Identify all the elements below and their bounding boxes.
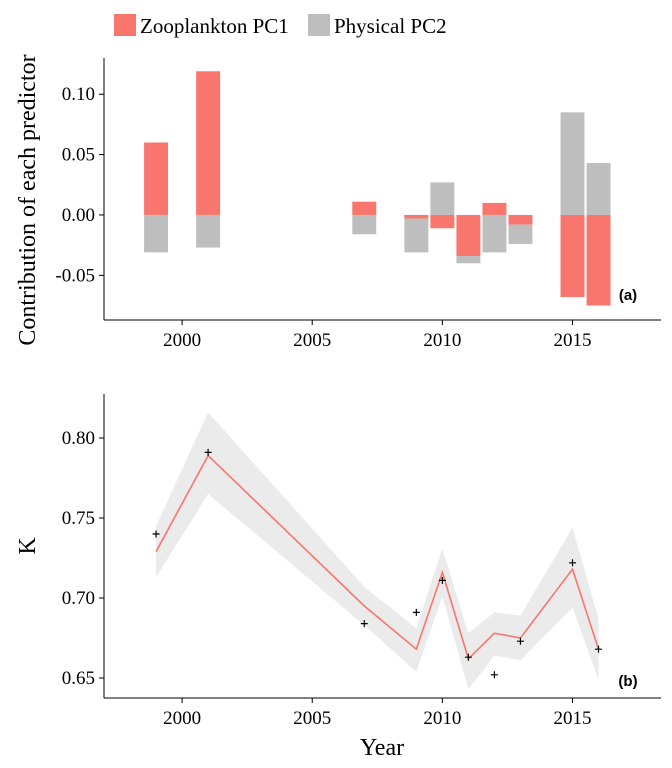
bar-physical-2007	[352, 214, 377, 235]
bar-zooplankton-2010	[430, 214, 455, 229]
panel-b-x-ticks: 2000 2005 2010 2015	[163, 698, 592, 729]
panel-a-label: (a)	[619, 287, 637, 304]
panel-a-y-axis-title: Contribution of each predictor	[15, 54, 41, 345]
panel-b-y-tick-label: 0.80	[62, 428, 95, 449]
legend-swatch-physical	[308, 14, 330, 36]
bar-zooplankton-2009	[404, 214, 429, 219]
observed-point-2016	[595, 645, 603, 653]
panel-b-y-tick-label: 0.75	[62, 508, 95, 529]
panel-a-x-tick-label: 2010	[423, 330, 461, 351]
panel-b-x-tick-label: 2015	[554, 708, 592, 729]
panel-a-x-tick-label: 2000	[163, 330, 201, 351]
panel-b-x-tick-label: 2005	[293, 708, 331, 729]
bar-physical-1999	[144, 214, 169, 253]
bar-zooplankton-2015	[560, 214, 585, 298]
bar-physical-2016	[586, 163, 611, 215]
bar-physical-2013	[508, 224, 533, 244]
bar-zooplankton-2013	[508, 214, 533, 225]
panel-b-k-series: 0.65 0.70 0.75 0.80 2000 2005 2010 2015 K Year…	[15, 394, 661, 761]
bar-physical-2015	[560, 112, 585, 215]
bar-physical-2009	[404, 218, 429, 253]
panel-a-y-tick-label: -0.05	[55, 265, 95, 286]
observed-point-2015	[569, 559, 577, 567]
legend: Zooplankton PC1 Physical PC2	[114, 14, 447, 38]
bar-zooplankton-1999	[144, 142, 169, 215]
bar-zooplankton-2001	[196, 71, 221, 215]
panel-b-y-tick-label: 0.65	[62, 668, 95, 689]
observed-point-2001	[204, 448, 212, 456]
panel-b-y-tick-label: 0.70	[62, 588, 95, 609]
panel-b-y-ticks: 0.65 0.70 0.75 0.80	[62, 428, 104, 689]
panel-a-x-ticks: 2000 2005 2010 2015	[163, 320, 592, 351]
panel-a-x-tick-label: 2005	[293, 330, 331, 351]
panel-a-y-tick-label: 0.05	[62, 145, 95, 166]
panel-b-y-axis-title: K	[15, 537, 41, 555]
panel-a-contribution-bars: -0.05 0.00 0.05 0.10 2000 2005 2010 2015 Contr…	[15, 54, 661, 351]
panel-a-x-tick-label: 2015	[554, 330, 592, 351]
legend-label-zooplankton: Zooplankton PC1	[140, 14, 289, 38]
panel-b-x-tick-label: 2010	[423, 708, 461, 729]
legend-swatch-zooplankton	[114, 14, 136, 36]
panel-b-fit-line	[155, 454, 600, 661]
bar-zooplankton-2011	[456, 214, 481, 257]
observed-point-2012	[490, 671, 498, 679]
panel-b-observed-points	[152, 448, 603, 679]
panel-b-x-tick-label: 2000	[163, 708, 201, 729]
panel-b-label: (b)	[618, 673, 637, 690]
bar-zooplankton-2007	[352, 201, 377, 215]
observed-point-2011	[464, 653, 472, 661]
bar-physical-2001	[196, 214, 221, 248]
bar-physical-2012	[482, 214, 507, 253]
panel-b-confidence-ribbon	[156, 412, 599, 690]
observed-point-1999	[152, 530, 160, 538]
panel-a-y-tick-label: 0.00	[62, 205, 95, 226]
bar-physical-2011	[456, 256, 481, 264]
panel-a-bars	[144, 71, 611, 306]
bar-physical-2010	[430, 182, 455, 215]
bar-zooplankton-2012	[482, 202, 507, 215]
observed-point-2010	[438, 576, 446, 584]
observed-point-2007	[360, 620, 368, 628]
legend-label-physical: Physical PC2	[334, 14, 447, 38]
panel-b-x-axis-title: Year	[360, 735, 404, 761]
observed-point-2013	[516, 637, 524, 645]
panel-a-y-ticks: -0.05 0.00 0.05 0.10	[55, 84, 104, 286]
bar-zooplankton-2016	[586, 214, 611, 306]
panel-a-y-tick-label: 0.10	[62, 84, 95, 105]
observed-point-2009	[412, 608, 420, 616]
